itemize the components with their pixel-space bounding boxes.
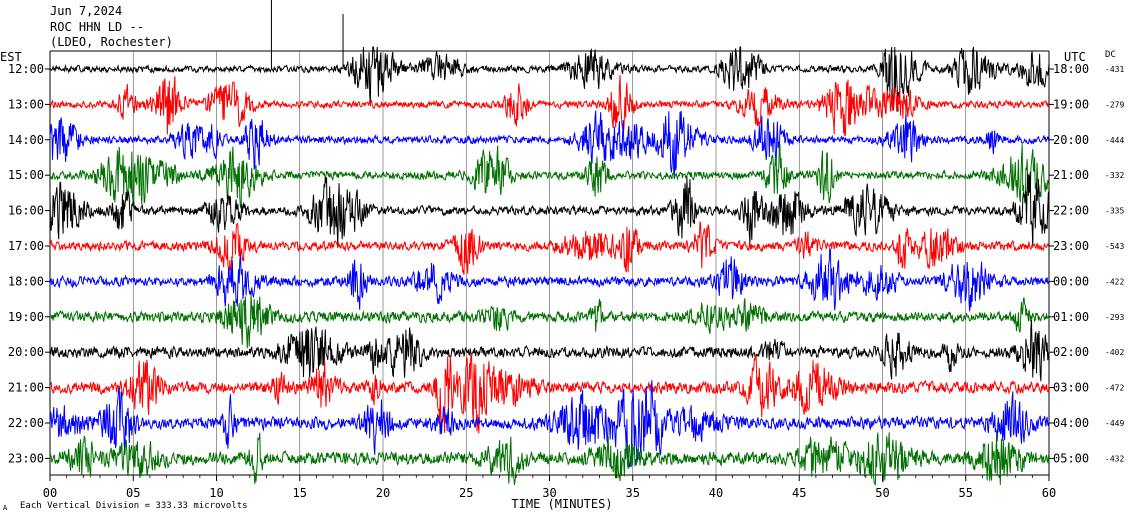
dc-offset-label: -431 bbox=[1105, 65, 1124, 74]
trace-line bbox=[49, 46, 1050, 112]
x-tick-label: 50 bbox=[875, 486, 889, 500]
dc-offset-label: -279 bbox=[1105, 100, 1124, 109]
trace-line bbox=[49, 221, 1050, 275]
est-time-label: 13:00 bbox=[8, 97, 44, 111]
x-tick-label: 40 bbox=[709, 486, 723, 500]
row-labels: 12:00 18:00 -431 13:00 19:00 -279 14:00 20:00 -4… bbox=[8, 62, 1125, 465]
est-time-label: 12:00 bbox=[8, 62, 44, 76]
station-label: ROC HHN LD -- bbox=[50, 20, 144, 34]
date-label: Jun 7,2024 bbox=[50, 4, 122, 18]
x-tick-label: 25 bbox=[459, 486, 473, 500]
utc-time-label: 00:00 bbox=[1053, 274, 1089, 288]
dc-offset-label: -335 bbox=[1105, 207, 1124, 216]
est-time-label: 16:00 bbox=[8, 204, 44, 218]
dc-offset-label: -422 bbox=[1105, 277, 1124, 286]
dc-offset-label: -449 bbox=[1105, 419, 1124, 428]
utc-time-label: 22:00 bbox=[1053, 204, 1089, 218]
est-time-label: 22:00 bbox=[8, 416, 44, 430]
x-tick-label: 15 bbox=[293, 486, 307, 500]
x-tick-label: 20 bbox=[376, 486, 390, 500]
trace-line bbox=[49, 143, 1050, 209]
trace-group bbox=[49, 0, 1050, 486]
est-time-label: 17:00 bbox=[8, 239, 44, 253]
x-tick-label: 45 bbox=[792, 486, 806, 500]
dc-offset-label: -402 bbox=[1105, 348, 1124, 357]
utc-time-label: 23:00 bbox=[1053, 239, 1089, 253]
footer-mark: A bbox=[3, 504, 8, 512]
scale-footer: Each Vertical Division = 333.33 microvol… bbox=[20, 501, 248, 511]
est-time-label: 20:00 bbox=[8, 345, 44, 359]
trace-line bbox=[49, 320, 1050, 382]
dc-offset-label: -432 bbox=[1105, 454, 1124, 463]
utc-time-label: 01:00 bbox=[1053, 310, 1089, 324]
est-label: EST bbox=[0, 50, 22, 64]
utc-time-label: 21:00 bbox=[1053, 168, 1089, 182]
grid-lines bbox=[132, 51, 967, 475]
utc-time-label: 03:00 bbox=[1053, 381, 1089, 395]
est-time-label: 15:00 bbox=[8, 168, 44, 182]
trace-line bbox=[49, 353, 1050, 434]
x-tick-label: 60 bbox=[1042, 486, 1056, 500]
x-axis-title: TIME (MINUTES) bbox=[511, 497, 612, 511]
est-time-label: 23:00 bbox=[8, 451, 44, 465]
utc-time-label: 02:00 bbox=[1053, 345, 1089, 359]
trace-line bbox=[49, 246, 1050, 312]
x-tick-label: 05 bbox=[126, 486, 140, 500]
x-tick-label: 10 bbox=[209, 486, 223, 500]
est-time-label: 18:00 bbox=[8, 274, 44, 288]
utc-time-label: 05:00 bbox=[1053, 451, 1089, 465]
x-tick-label: 55 bbox=[959, 486, 973, 500]
trace-line bbox=[49, 171, 1050, 248]
trace-line bbox=[49, 294, 1050, 349]
utc-time-label: 19:00 bbox=[1053, 97, 1089, 111]
utc-label: UTC bbox=[1064, 50, 1086, 64]
est-time-label: 14:00 bbox=[8, 133, 44, 147]
trace-line bbox=[49, 74, 1050, 137]
trace-line bbox=[49, 380, 1050, 468]
x-tick-label: 00 bbox=[43, 486, 57, 500]
x-axis: 00 05 10 15 20 25 30 35 40 45 50 55 60 bbox=[43, 475, 1056, 500]
dc-offset-label: -332 bbox=[1105, 171, 1124, 180]
trace-line bbox=[49, 432, 1050, 486]
est-time-label: 21:00 bbox=[8, 381, 44, 395]
trace-line bbox=[49, 110, 1050, 180]
dc-label: DC bbox=[1105, 50, 1116, 60]
utc-time-label: 20:00 bbox=[1053, 133, 1089, 147]
dc-offset-label: -444 bbox=[1105, 136, 1124, 145]
est-time-label: 19:00 bbox=[8, 310, 44, 324]
utc-time-label: 18:00 bbox=[1053, 62, 1089, 76]
network-label: (LDEO, Rochester) bbox=[50, 35, 173, 49]
x-tick-label: 35 bbox=[626, 486, 640, 500]
utc-time-label: 04:00 bbox=[1053, 416, 1089, 430]
dc-offset-label: -543 bbox=[1105, 242, 1124, 251]
dc-offset-label: -472 bbox=[1105, 384, 1124, 393]
dc-offset-label: -293 bbox=[1105, 313, 1124, 322]
x-tick-label: 30 bbox=[542, 486, 556, 500]
